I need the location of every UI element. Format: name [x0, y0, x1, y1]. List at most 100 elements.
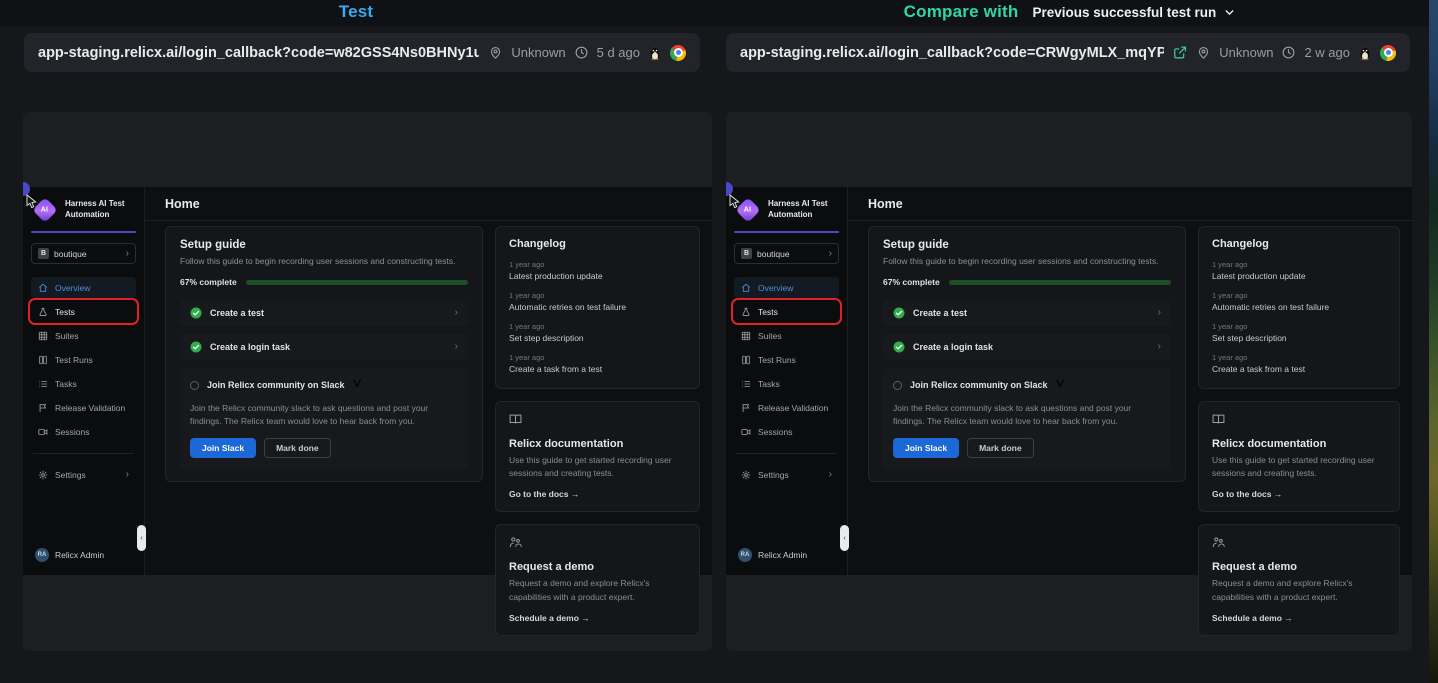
- progress-bar: [245, 279, 468, 285]
- gear-icon: [38, 470, 48, 479]
- comparison-header-bar: [0, 0, 1438, 26]
- changelog-entry: 1 year ago Create a task from a test: [509, 353, 603, 374]
- changelog-title: Changelog: [509, 238, 566, 250]
- location-label: Unknown: [511, 45, 566, 60]
- clock-icon: [575, 46, 588, 59]
- step-create-a-test[interactable]: Create a test ›: [180, 300, 468, 326]
- external-link-icon[interactable]: [1173, 45, 1187, 60]
- project-selector[interactable]: B boutique ›: [734, 243, 839, 264]
- sidebar-accent-divider: [31, 231, 136, 233]
- schedule-demo-link[interactable]: Schedule a demo →: [1212, 612, 1293, 623]
- sidebar-item-sessions[interactable]: Sessions: [734, 421, 839, 442]
- columns-icon: [742, 355, 750, 364]
- check-circle-icon: [893, 307, 905, 319]
- app-screenshot: ‹ AI Harness AI Test Automation B boutiqu…: [726, 182, 1412, 636]
- schedule-demo-link[interactable]: Schedule a demo →: [509, 612, 590, 623]
- page-title: Home: [145, 187, 712, 221]
- chevron-right-icon: ›: [454, 341, 458, 352]
- sidebar-nav: Overview Tests Suites Test Runs Tasks: [28, 277, 139, 442]
- compare-column-header: Compare with Previous successful test ru…: [726, 2, 1414, 22]
- user-name: Relicx Admin: [758, 550, 808, 560]
- mark-done-button[interactable]: Mark done: [967, 438, 1034, 459]
- changelog-card: Changelog 1 year ago Latest production u…: [1198, 226, 1400, 389]
- page-title: Home: [848, 187, 1412, 221]
- check-circle-icon: [893, 341, 905, 353]
- project-name: boutique: [757, 248, 790, 259]
- flag-icon: [39, 403, 47, 412]
- changelog-entry: 1 year ago Set step description: [509, 322, 584, 343]
- request-demo-description: Request a demo and explore Relicx's capa…: [509, 578, 650, 602]
- changelog-entry: 1 year ago Automatic retries on test fai…: [509, 291, 627, 312]
- request-demo-title: Request a demo: [509, 561, 594, 574]
- go-to-docs-link[interactable]: Go to the docs →: [509, 489, 580, 500]
- sidebar-item-sessions[interactable]: Sessions: [31, 421, 136, 442]
- mark-done-button[interactable]: Mark done: [264, 438, 331, 459]
- linux-tux-icon: [649, 46, 661, 61]
- user-name: Relicx Admin: [55, 550, 105, 560]
- documentation-title: Relicx documentation: [1212, 438, 1327, 450]
- step-join-slack-header[interactable]: Join Relicx community on Slack ˅: [893, 376, 1161, 394]
- brand-text: Harness AI Test Automation: [65, 199, 125, 219]
- gear-icon: [741, 470, 751, 479]
- step-description: Join the Relicx community slack to ask q…: [893, 403, 1132, 427]
- sidebar-item-tasks[interactable]: Tasks: [31, 373, 136, 394]
- setup-guide-card: Setup guide Follow this guide to begin r…: [165, 226, 483, 483]
- home-icon: [741, 283, 751, 292]
- sidebar-collapse-handle[interactable]: ‹: [840, 525, 849, 551]
- setup-guide-card: Setup guide Follow this guide to begin r…: [868, 226, 1186, 483]
- people-icon: [509, 537, 522, 548]
- sidebar-nav: Overview Tests Suites Test Runs Tasks: [731, 277, 842, 442]
- sidebar-item-settings[interactable]: Settings ›: [734, 464, 839, 485]
- sidebar-item-tests[interactable]: Tests: [731, 298, 842, 325]
- chevron-down-icon: ˅: [1055, 376, 1065, 393]
- app-logo: AI Harness AI Test Automation: [31, 197, 136, 223]
- setup-progress: 67% complete: [180, 277, 468, 287]
- clock-icon: [1283, 46, 1295, 59]
- app-logo: AI Harness AI Test Automation: [734, 197, 839, 223]
- step-join-slack-header[interactable]: Join Relicx community on Slack ˅: [190, 376, 458, 394]
- chevron-right-icon: ›: [1157, 341, 1161, 352]
- sidebar-item-release-validation[interactable]: Release Validation: [31, 397, 136, 418]
- app-main: Home Setup guide Follow this guide to be…: [145, 187, 712, 636]
- sidebar-item-tests[interactable]: Tests: [28, 298, 139, 325]
- app-screenshot: ‹ AI Harness AI Test Automation B boutiqu…: [23, 182, 712, 636]
- progress-bar: [948, 279, 1171, 285]
- sidebar-item-test-runs[interactable]: Test Runs: [31, 349, 136, 370]
- sidebar-collapse-handle[interactable]: ‹: [137, 525, 146, 551]
- documentation-description: Use this guide to get started recording …: [1212, 455, 1375, 479]
- user-menu[interactable]: RA Relicx Admin: [31, 544, 136, 566]
- project-name: boutique: [54, 248, 87, 259]
- project-selector[interactable]: B boutique ›: [31, 243, 136, 264]
- video-icon: [741, 428, 751, 435]
- user-menu[interactable]: RA Relicx Admin: [734, 544, 839, 566]
- brand-text: Harness AI Test Automation: [768, 199, 828, 219]
- join-slack-button[interactable]: Join Slack: [893, 438, 960, 459]
- request-demo-card: Request a demo Request a demo and explor…: [1198, 524, 1400, 636]
- step-create-a-login-task[interactable]: Create a login task ›: [180, 334, 468, 360]
- flask-icon: [742, 307, 750, 316]
- go-to-docs-link[interactable]: Go to the docs →: [1212, 489, 1283, 500]
- compare-target-selector[interactable]: Previous successful test run: [1032, 5, 1236, 20]
- sidebar-item-overview[interactable]: Overview: [734, 277, 839, 298]
- step-create-a-login-task[interactable]: Create a login task ›: [883, 334, 1171, 360]
- url-text: app-staging.relicx.ai/login_callback?cod…: [740, 44, 1164, 61]
- chevron-right-icon: ›: [828, 468, 832, 480]
- setup-guide-title: Setup guide: [180, 239, 246, 251]
- sidebar-item-overview[interactable]: Overview: [31, 277, 136, 298]
- sidebar-item-release-validation[interactable]: Release Validation: [734, 397, 839, 418]
- sidebar-item-test-runs[interactable]: Test Runs: [734, 349, 839, 370]
- test-column-label: Test: [338, 2, 374, 21]
- sidebar-item-suites[interactable]: Suites: [31, 325, 136, 346]
- sidebar-item-settings[interactable]: Settings ›: [31, 464, 136, 485]
- panel-compare-screenshot: ‹ AI Harness AI Test Automation B boutiqu…: [726, 112, 1412, 651]
- sidebar-item-tasks[interactable]: Tasks: [734, 373, 839, 394]
- url-bar-compare: app-staging.relicx.ai/login_callback?cod…: [726, 33, 1410, 72]
- book-icon: [509, 414, 522, 424]
- step-join-slack: Join Relicx community on Slack ˅ Join th…: [883, 368, 1171, 470]
- step-create-a-test[interactable]: Create a test ›: [883, 300, 1171, 326]
- documentation-title: Relicx documentation: [509, 438, 624, 450]
- sidebar-item-suites[interactable]: Suites: [734, 325, 839, 346]
- join-slack-button[interactable]: Join Slack: [190, 438, 257, 459]
- chrome-icon: [670, 44, 686, 61]
- desktop-wallpaper-sliver: [1429, 0, 1438, 683]
